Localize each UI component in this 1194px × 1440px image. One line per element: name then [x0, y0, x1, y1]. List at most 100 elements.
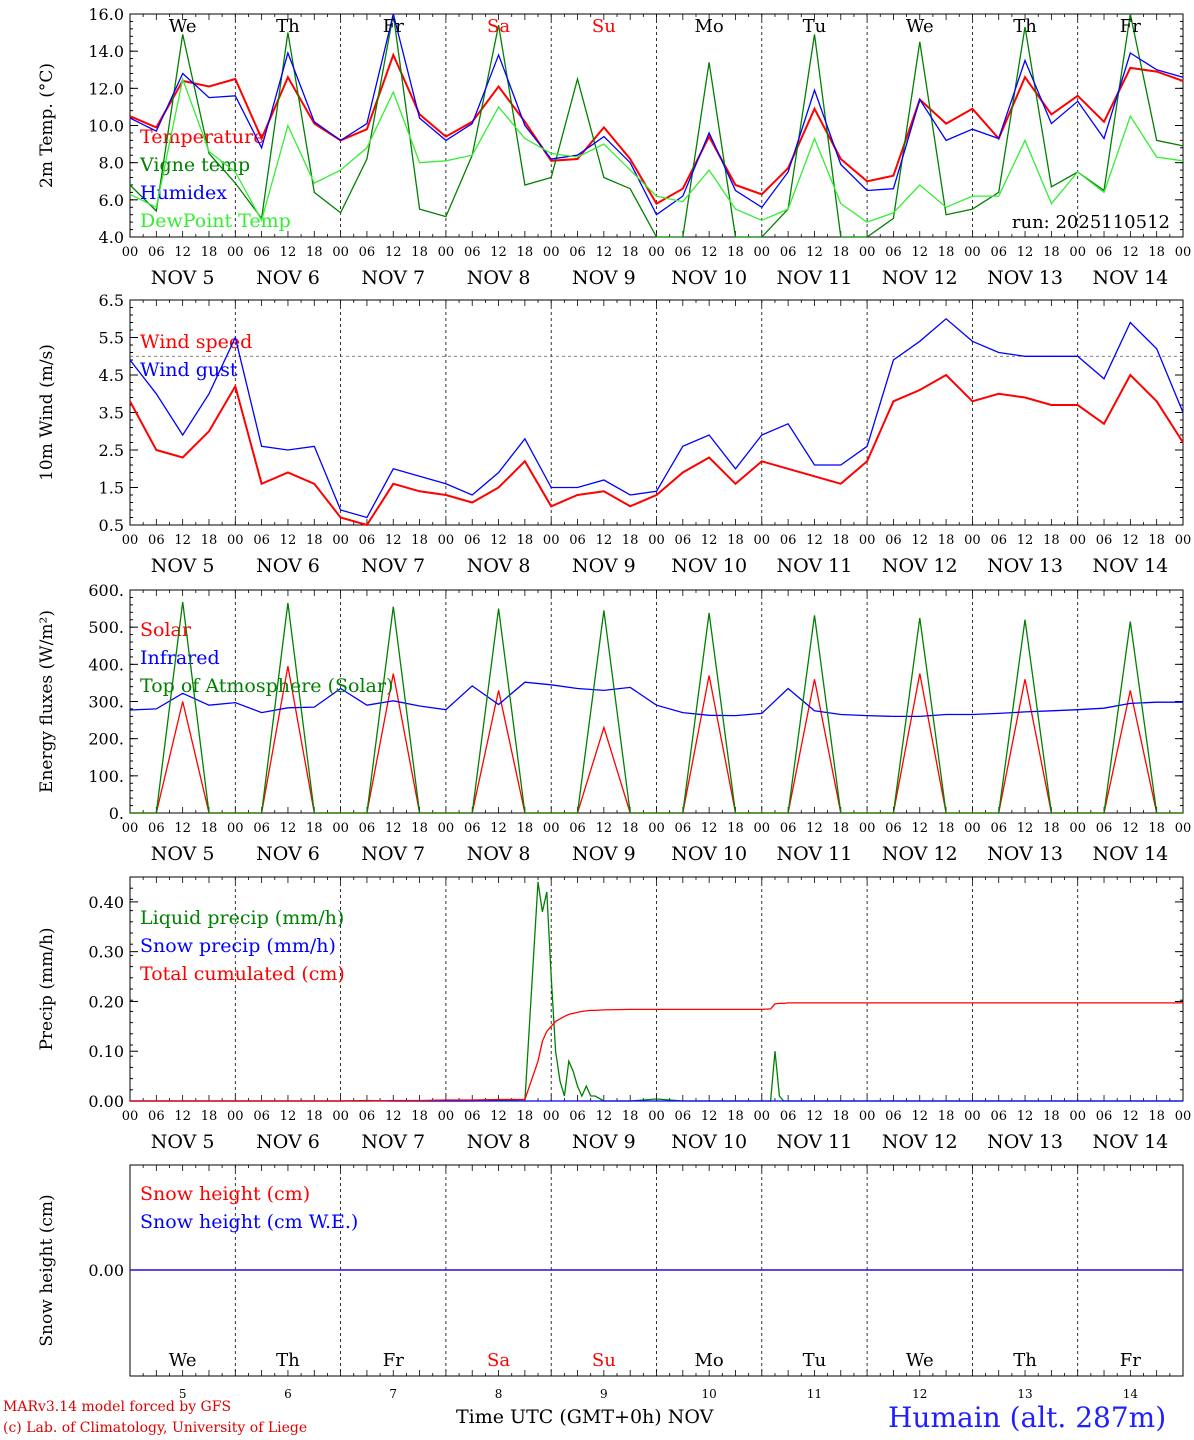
- day-name: Fr: [1120, 16, 1141, 37]
- hour-label: 00: [1069, 245, 1086, 260]
- y-tick-label: 0.00: [88, 1092, 124, 1111]
- day-number-label: 9: [600, 1387, 608, 1401]
- model-credit: MARv3.14 model forced by GFS: [3, 1399, 232, 1415]
- y-tick-label: 0.: [109, 804, 124, 823]
- day-number-label: 5: [179, 1387, 187, 1401]
- hour-label: 18: [622, 821, 639, 836]
- hour-label: 00: [964, 1109, 981, 1124]
- hour-label: 06: [148, 245, 165, 260]
- hour-label: 12: [701, 821, 718, 836]
- wind-axis-title: 10m Wind (m/s): [37, 344, 57, 481]
- hour-label: 12: [596, 821, 613, 836]
- hour-label: 06: [1096, 245, 1113, 260]
- y-tick-label: 0.5: [99, 516, 124, 535]
- day-name: We: [906, 16, 934, 37]
- hour-label: 18: [1043, 533, 1060, 548]
- precip-panel: 0.00 0.10 0.20 0.30 0.40 Precip (mm/h) Liquid …: [37, 876, 1192, 1153]
- y-tick-label: 10.0: [88, 117, 124, 136]
- hour-label: 06: [990, 821, 1007, 836]
- date-label: NOV 9: [572, 1131, 636, 1153]
- energy-panel: 0. 100. 200. 300. 400. 500. 600. Energy fluxes …: [37, 581, 1191, 865]
- series-line-humidex: [129, 13, 1184, 216]
- day-name: Fr: [383, 16, 404, 37]
- hour-label: 06: [675, 533, 692, 548]
- y-tick-label: 6.0: [99, 191, 124, 210]
- hour-label: 12: [701, 1109, 718, 1124]
- date-label: NOV 6: [256, 555, 320, 577]
- hour-label: 12: [596, 1109, 613, 1124]
- hour-label: 12: [490, 533, 507, 548]
- hour-label: 00: [1175, 821, 1192, 836]
- hour-label: 18: [938, 1109, 955, 1124]
- day-number-label: 6: [284, 1387, 292, 1401]
- hour-label: 12: [385, 533, 402, 548]
- day-name: We: [169, 16, 197, 37]
- date-label: NOV 11: [777, 1131, 853, 1153]
- snow-axis-title: Snow height (cm): [37, 1194, 57, 1346]
- hour-label: 00: [122, 245, 139, 260]
- hour-label: 18: [833, 821, 850, 836]
- date-label: NOV 13: [987, 555, 1063, 577]
- day-name: We: [169, 1350, 197, 1371]
- y-tick-label: 600.: [88, 581, 124, 600]
- hour-label: 18: [517, 821, 534, 836]
- day-number-label: 11: [807, 1387, 822, 1401]
- hour-label: 12: [174, 533, 191, 548]
- hour-label: 18: [1043, 245, 1060, 260]
- hour-label: 00: [859, 245, 876, 260]
- lab-credit: (c) Lab. of Climatology, University of L…: [3, 1420, 308, 1436]
- hour-label: 18: [306, 533, 323, 548]
- hour-label: 06: [253, 1109, 270, 1124]
- date-label: NOV 12: [882, 1131, 958, 1153]
- date-label: NOV 5: [151, 555, 215, 577]
- wind-panel: 0.5 1.5 2.5 3.5 4.5 5.5 6.5 10m Wind (m/s) Wind …: [37, 291, 1191, 577]
- hour-label: 18: [411, 245, 428, 260]
- hour-label: 12: [1017, 533, 1034, 548]
- hour-label: 00: [227, 245, 244, 260]
- legend-entry: Vigne temp: [139, 154, 250, 176]
- hour-label: 00: [859, 533, 876, 548]
- hour-label: 12: [806, 533, 823, 548]
- hour-label: 12: [806, 1109, 823, 1124]
- hour-label: 12: [1122, 533, 1139, 548]
- day-name: Fr: [1120, 1350, 1141, 1371]
- y-tick-label: 12.0: [88, 79, 124, 98]
- hour-label: 18: [306, 1109, 323, 1124]
- hour-label: 18: [833, 1109, 850, 1124]
- hour-label: 18: [622, 1109, 639, 1124]
- hour-label: 00: [1175, 245, 1192, 260]
- date-label: NOV 8: [467, 1131, 531, 1153]
- hour-label: 00: [543, 245, 560, 260]
- day-number-label: 8: [495, 1387, 503, 1401]
- hour-label: 00: [332, 1109, 349, 1124]
- legend-entry: Snow height (cm W.E.): [140, 1211, 358, 1233]
- hour-label: 00: [648, 533, 665, 548]
- hour-label: 18: [1043, 1109, 1060, 1124]
- hour-label: 06: [569, 821, 586, 836]
- hour-label: 12: [280, 821, 297, 836]
- hour-label: 06: [569, 533, 586, 548]
- hour-label: 00: [438, 821, 455, 836]
- hour-label: 00: [964, 533, 981, 548]
- date-label: NOV 6: [256, 267, 320, 289]
- legend-entry: Liquid precip (mm/h): [140, 907, 344, 929]
- day-name: We: [906, 1350, 934, 1371]
- hour-label: 00: [438, 533, 455, 548]
- hour-label: 06: [253, 821, 270, 836]
- hour-label: 00: [754, 821, 771, 836]
- series-line-wind-gust: [129, 317, 1184, 519]
- date-label: NOV 5: [151, 1131, 215, 1153]
- hour-label: 00: [1175, 1109, 1192, 1124]
- hour-label: 06: [359, 1109, 376, 1124]
- hour-label: 00: [964, 821, 981, 836]
- hour-label: 00: [332, 821, 349, 836]
- hour-label: 06: [675, 821, 692, 836]
- y-tick-label: 8.0: [99, 154, 124, 173]
- hour-label: 06: [780, 821, 797, 836]
- hour-label: 06: [885, 245, 902, 260]
- y-tick-label: 100.: [88, 767, 124, 786]
- date-label: NOV 13: [987, 1131, 1063, 1153]
- hour-label: 00: [648, 1109, 665, 1124]
- hour-label: 12: [911, 245, 928, 260]
- hour-label: 00: [438, 1109, 455, 1124]
